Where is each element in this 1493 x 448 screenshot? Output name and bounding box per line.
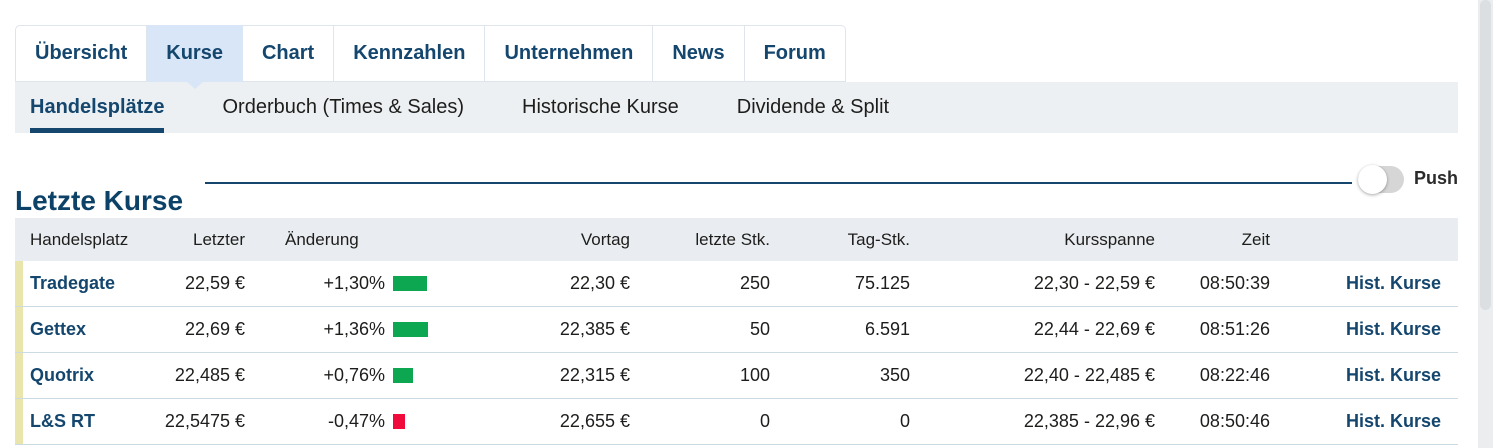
change-cell: +1,30% xyxy=(250,273,445,294)
venue-link[interactable]: Tradegate xyxy=(30,273,116,293)
last-prices-table: Handelsplatz Letzter Änderung Vortag let… xyxy=(15,218,1458,445)
change-percent: -0,47% xyxy=(327,411,385,431)
last-quantity: 100 xyxy=(739,365,770,385)
table-row: Gettex 22,69 € +1,36% 22,385 € 50 6.591 … xyxy=(15,307,1458,353)
header-day-qty: Tag-Stk. xyxy=(847,229,910,249)
tab-label: Unternehmen xyxy=(504,42,634,64)
tab-label: News xyxy=(672,42,725,64)
change-cell: -0,47% xyxy=(250,411,445,432)
tab-label: Übersicht xyxy=(35,42,128,64)
header-venue: Handelsplatz xyxy=(30,229,129,249)
page-title: Letzte Kurse xyxy=(15,184,184,216)
prev-close: 22,655 € xyxy=(559,411,630,431)
subnav: Handelsplätze Orderbuch (Times & Sales) … xyxy=(15,82,1458,133)
tab-label: Kennzahlen xyxy=(353,42,466,64)
price-range: 22,385 - 22,96 € xyxy=(1023,411,1155,431)
prev-close: 22,315 € xyxy=(559,365,630,385)
row-marker xyxy=(15,353,23,398)
row-marker xyxy=(15,261,23,306)
last-quantity: 0 xyxy=(759,411,770,431)
change-cell: +0,76% xyxy=(250,365,445,386)
subnav-item-label: Handelsplätze xyxy=(30,96,165,118)
table-header-row: Handelsplatz Letzter Änderung Vortag let… xyxy=(15,218,1458,261)
last-quantity: 50 xyxy=(749,319,770,339)
trade-time: 08:22:46 xyxy=(1199,365,1270,385)
change-percent: +0,76% xyxy=(323,365,385,385)
push-toggle-label: Push xyxy=(1414,168,1459,188)
change-bar xyxy=(393,276,427,291)
tab-news[interactable]: News xyxy=(653,25,745,82)
change-percent: +1,36% xyxy=(323,319,385,339)
header-last-qty: letzte Stk. xyxy=(695,229,770,249)
trade-time: 08:51:26 xyxy=(1199,319,1270,339)
prev-close: 22,30 € xyxy=(569,273,630,293)
subnav-item[interactable]: Handelsplätze xyxy=(30,82,165,133)
tab-kurse[interactable]: Kurse xyxy=(147,25,243,82)
historical-prices-link[interactable]: Hist. Kurse xyxy=(1345,365,1441,385)
table-row: Quotrix 22,485 € +0,76% 22,315 € 100 350… xyxy=(15,353,1458,399)
scrollbar-thumb[interactable] xyxy=(1480,0,1491,310)
change-percent: +1,30% xyxy=(323,273,385,293)
tab-übersicht[interactable]: Übersicht xyxy=(15,25,148,82)
venue-link[interactable]: Quotrix xyxy=(30,365,95,385)
last-quantity: 250 xyxy=(739,273,770,293)
historical-prices-link[interactable]: Hist. Kurse xyxy=(1345,273,1441,293)
price-range: 22,44 - 22,69 € xyxy=(1033,319,1155,339)
change-bar xyxy=(393,414,405,429)
row-marker xyxy=(15,307,23,352)
tab-forum[interactable]: Forum xyxy=(744,25,846,82)
table-row: Tradegate 22,59 € +1,30% 22,30 € 250 75.… xyxy=(15,261,1458,307)
change-bar xyxy=(393,322,428,337)
last-price: 22,59 € xyxy=(184,273,245,293)
row-marker xyxy=(15,399,23,444)
vertical-scrollbar[interactable] xyxy=(1478,0,1493,448)
last-price: 22,485 € xyxy=(174,365,245,385)
tab-kennzahlen[interactable]: Kennzahlen xyxy=(334,25,486,82)
change-cell: +1,36% xyxy=(250,319,445,340)
header-prev-close: Vortag xyxy=(580,229,630,249)
price-range: 22,40 - 22,485 € xyxy=(1023,365,1155,385)
change-bar xyxy=(393,368,413,383)
push-toggle[interactable] xyxy=(1358,165,1404,194)
table-row: L&S RT 22,5475 € -0,47% 22,655 € 0 0 22,… xyxy=(15,399,1458,445)
prev-close: 22,385 € xyxy=(559,319,630,339)
table-body: Tradegate 22,59 € +1,30% 22,30 € 250 75.… xyxy=(15,261,1458,445)
tab-chart[interactable]: Chart xyxy=(242,25,335,82)
historical-prices-link[interactable]: Hist. Kurse xyxy=(1345,411,1441,431)
header-last: Letzter xyxy=(193,229,245,249)
primary-tabs: Übersicht Kurse Chart Kennzahlen Unterne… xyxy=(15,25,846,82)
day-quantity: 0 xyxy=(899,411,910,431)
subnav-item[interactable]: Orderbuch (Times & Sales) xyxy=(222,82,464,133)
subnav-item-label: Dividende & Split xyxy=(736,96,890,118)
header-range: Kursspanne xyxy=(1064,229,1155,249)
subnav-item-label: Orderbuch (Times & Sales) xyxy=(222,96,465,118)
subnav-item[interactable]: Dividende & Split xyxy=(737,82,889,133)
last-price: 22,5475 € xyxy=(164,411,245,431)
subnav-item[interactable]: Historische Kurse xyxy=(522,82,679,133)
venue-link[interactable]: L&S RT xyxy=(30,411,95,431)
trade-time: 08:50:46 xyxy=(1199,411,1270,431)
toggle-knob-icon xyxy=(1358,165,1387,194)
day-quantity: 75.125 xyxy=(854,273,910,293)
header-time: Zeit xyxy=(1241,229,1270,249)
tab-label: Forum xyxy=(763,42,826,64)
subnav-item-label: Historische Kurse xyxy=(522,96,679,118)
tab-unternehmen[interactable]: Unternehmen xyxy=(485,25,654,82)
title-divider xyxy=(205,182,1352,184)
day-quantity: 6.591 xyxy=(864,319,910,339)
historical-prices-link[interactable]: Hist. Kurse xyxy=(1345,319,1441,339)
tab-label: Chart xyxy=(261,42,315,64)
header-marker-spacer xyxy=(15,218,23,261)
day-quantity: 350 xyxy=(879,365,910,385)
price-range: 22,30 - 22,59 € xyxy=(1033,273,1155,293)
tab-label: Kurse xyxy=(166,42,223,64)
trade-time: 08:50:39 xyxy=(1199,273,1270,293)
header-change: Änderung xyxy=(285,229,359,249)
last-price: 22,69 € xyxy=(184,319,245,339)
venue-link[interactable]: Gettex xyxy=(30,319,87,339)
